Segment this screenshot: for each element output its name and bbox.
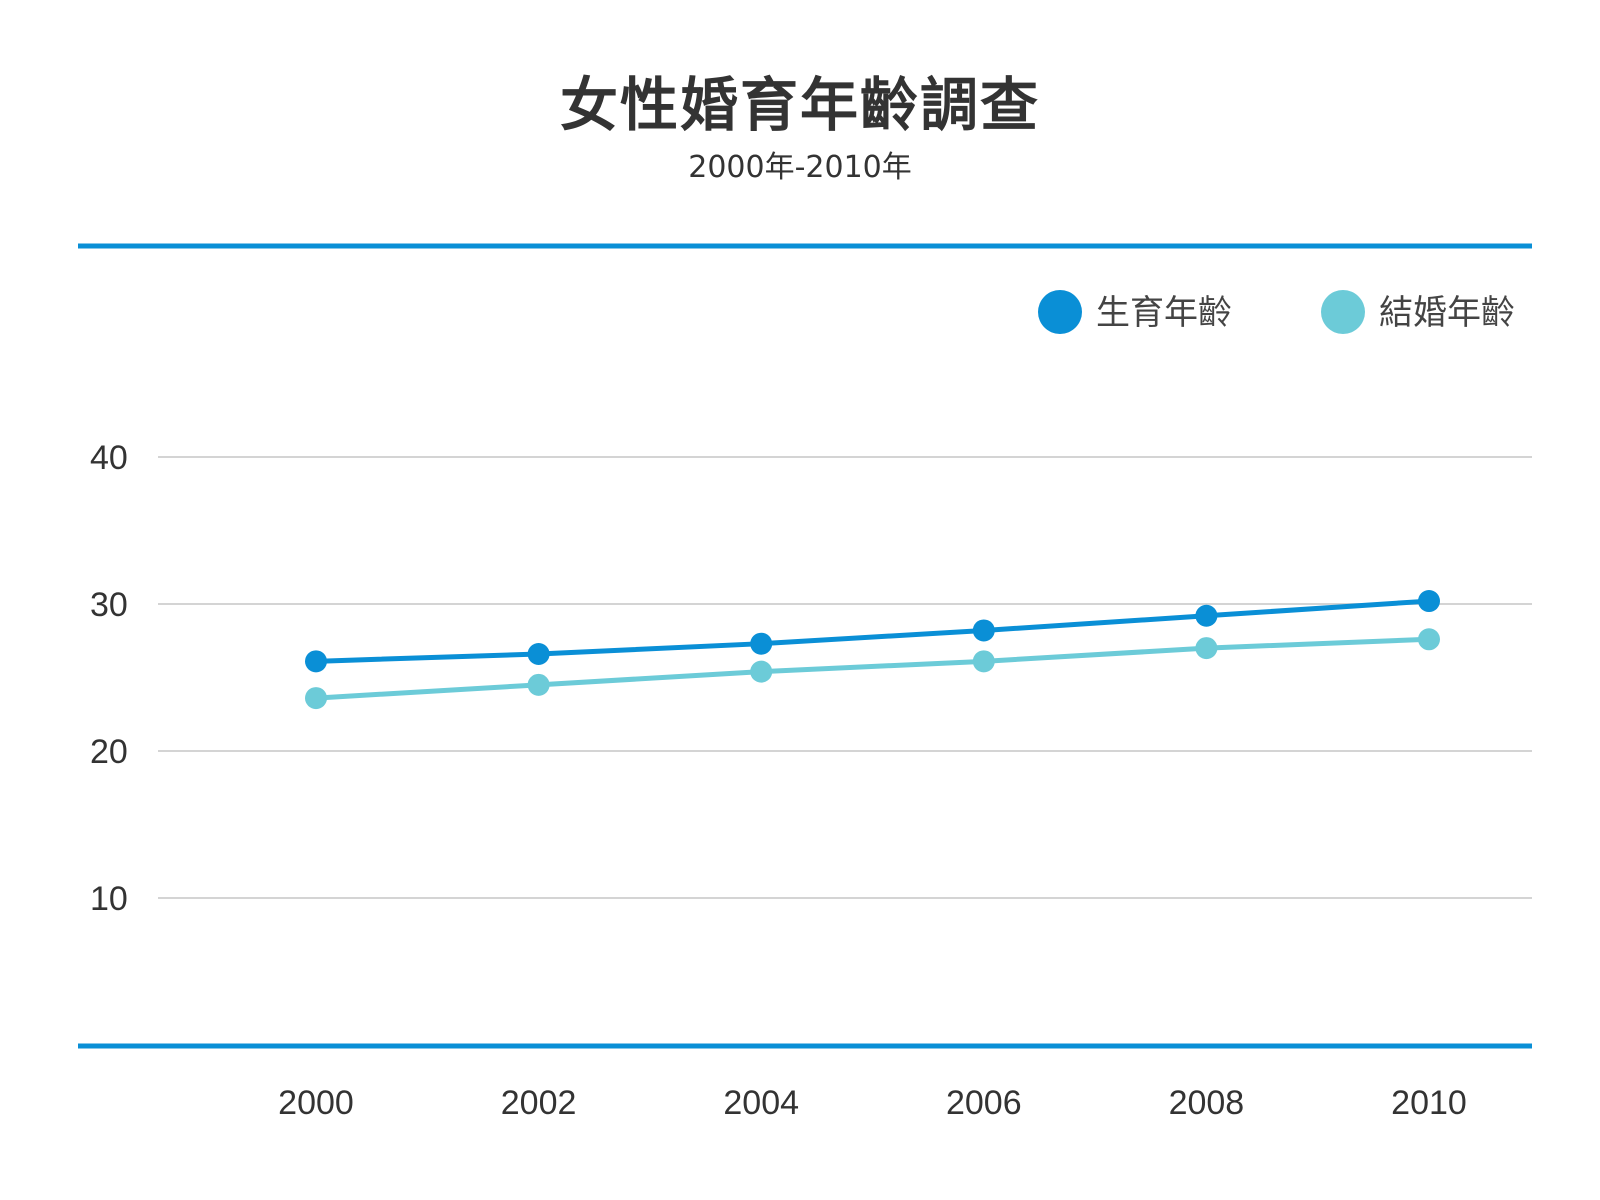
data-point	[305, 650, 327, 673]
y-axis-ticks: 10 20 30 40	[90, 439, 128, 918]
legend-label: 結婚年齡	[1379, 293, 1515, 333]
y-tick-label: 20	[90, 733, 128, 771]
series-group	[305, 590, 1440, 710]
data-point	[527, 673, 550, 696]
x-tick-label: 2004	[723, 1084, 799, 1122]
data-point	[1195, 604, 1218, 627]
chart-subtitle: 2000年-2010年	[688, 150, 912, 185]
series-line	[315, 598, 1430, 664]
data-point	[527, 642, 550, 665]
x-tick-label: 2008	[1169, 1084, 1245, 1122]
y-tick-label: 30	[90, 586, 128, 624]
data-point	[1418, 628, 1440, 651]
legend: 生育年齡 結婚年齡	[1038, 290, 1515, 334]
data-point	[972, 650, 995, 673]
series-line	[315, 636, 1430, 701]
y-tick-label: 40	[90, 439, 128, 477]
data-point	[1195, 637, 1218, 660]
x-tick-label: 2010	[1391, 1084, 1467, 1122]
data-point	[305, 687, 327, 710]
legend-marker	[1038, 290, 1082, 334]
legend-label: 生育年齡	[1096, 293, 1232, 333]
x-tick-label: 2002	[501, 1084, 577, 1122]
chart-title: 女性婚育年齡調查	[559, 71, 1040, 139]
x-tick-label: 2006	[946, 1084, 1022, 1122]
data-point	[1418, 590, 1440, 613]
x-axis-ticks: 2000 2002 2004 2006 2008 2010	[278, 1084, 1467, 1122]
data-point	[972, 619, 995, 642]
gridlines	[158, 456, 1532, 899]
data-point	[750, 632, 773, 655]
data-point	[750, 660, 773, 683]
x-tick-label: 2000	[278, 1084, 354, 1122]
y-tick-label: 10	[90, 880, 128, 918]
legend-marker	[1321, 290, 1365, 334]
